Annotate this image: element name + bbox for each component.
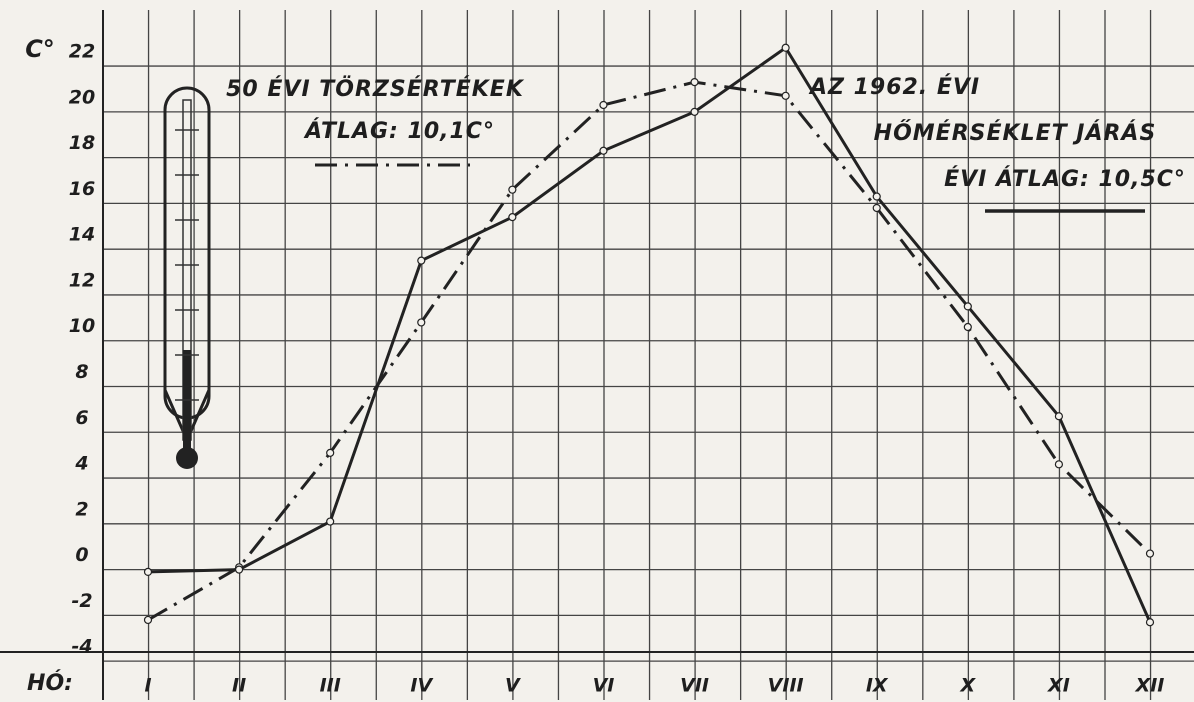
- x-tick-label: VI: [593, 675, 615, 697]
- chart: C° HÓ: 50 ÉVI TÖRZSÉRTÉKEK ÁTLAG: 10,1C°…: [0, 0, 1194, 702]
- data-point: [873, 204, 880, 211]
- x-tick-label: II: [232, 675, 246, 697]
- data-point: [691, 108, 698, 115]
- x-tick-label: XI: [1047, 675, 1070, 697]
- x-tick-label: III: [320, 675, 341, 697]
- y-axis-label: C°: [25, 35, 55, 63]
- data-point: [600, 101, 607, 108]
- x-tick-label: IV: [410, 675, 433, 697]
- x-tick-label: IX: [866, 675, 889, 697]
- data-point: [964, 323, 971, 330]
- y-tick-label: 2: [75, 498, 88, 520]
- data-point: [964, 303, 971, 310]
- annotation: ÁTLAG: 10,1C°: [303, 118, 495, 144]
- data-point: [600, 147, 607, 154]
- y-tick-label: 12: [69, 269, 95, 291]
- x-tick-label: VIII: [768, 675, 804, 697]
- data-point: [145, 568, 152, 575]
- data-point: [782, 92, 789, 99]
- background: [0, 0, 1194, 702]
- x-tick-label: X: [959, 675, 976, 697]
- y-tick-label: -4: [71, 636, 92, 658]
- page: C° HÓ: 50 ÉVI TÖRZSÉRTÉKEK ÁTLAG: 10,1C°…: [0, 0, 1194, 702]
- y-tick-label: 18: [69, 132, 95, 154]
- annotation: ÉVI ÁTLAG: 10,5C°: [944, 166, 1186, 192]
- y-tick-label: 10: [69, 315, 95, 337]
- x-tick-label: V: [505, 675, 521, 697]
- data-point: [236, 566, 243, 573]
- data-point: [145, 616, 152, 623]
- data-point: [418, 257, 425, 264]
- x-axis-label: HÓ:: [27, 670, 73, 696]
- y-tick-label: 20: [69, 86, 95, 108]
- data-point: [327, 449, 334, 456]
- y-tick-label: 22: [69, 41, 95, 63]
- legend-label: AZ 1962. ÉVI: [808, 74, 980, 100]
- data-point: [782, 44, 789, 51]
- y-tick-label: 14: [69, 224, 95, 246]
- data-point: [1147, 550, 1154, 557]
- data-point: [418, 319, 425, 326]
- data-point: [1147, 619, 1154, 626]
- x-tick-label: XII: [1135, 675, 1165, 697]
- data-point: [1055, 461, 1062, 468]
- x-tick-label: VII: [680, 675, 709, 697]
- data-point: [873, 193, 880, 200]
- y-tick-label: 4: [74, 453, 88, 475]
- legend-label: 50 ÉVI TÖRZSÉRTÉKEK: [226, 76, 525, 102]
- data-point: [509, 186, 516, 193]
- y-tick-label: 16: [69, 178, 95, 200]
- x-tick-label: I: [144, 675, 151, 697]
- data-point: [691, 79, 698, 86]
- y-tick-label: 6: [75, 407, 88, 429]
- data-point: [509, 214, 516, 221]
- annotation: HŐMÉRSÉKLET JÁRÁS: [874, 120, 1157, 146]
- data-point: [327, 518, 334, 525]
- y-tick-label: -2: [71, 590, 92, 612]
- data-point: [1055, 413, 1062, 420]
- y-tick-label: 8: [75, 361, 88, 383]
- y-tick-label: 0: [75, 544, 88, 566]
